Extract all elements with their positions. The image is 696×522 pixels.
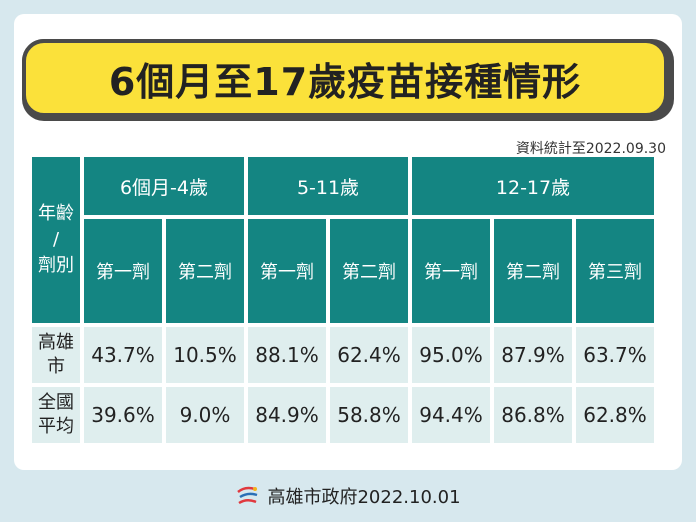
value-cell: 39.6% [84, 387, 162, 443]
value-cell: 58.8% [330, 387, 408, 443]
table-row-national: 全國 平均 39.6% 9.0% 84.9% 58.8% 94.4% 86.8%… [32, 387, 654, 443]
value-cell: 43.7% [84, 327, 162, 383]
dose-header-row: 第一劑 第二劑 第一劑 第二劑 第一劑 第二劑 第三劑 [32, 219, 654, 323]
group-header-row: 年齡 / 劑別 6個月-4歲 5-11歲 12-17歲 [32, 157, 654, 323]
value-cell: 94.4% [412, 387, 490, 443]
value-cell: 10.5% [166, 327, 244, 383]
value-cell: 63.7% [576, 327, 654, 383]
value-cell: 62.8% [576, 387, 654, 443]
vaccination-table: 年齡 / 劑別 6個月-4歲 5-11歲 12-17歲 第一劑 第二劑 第一劑 … [28, 153, 658, 447]
dose-header: 第三劑 [576, 219, 654, 323]
value-cell: 84.9% [248, 387, 326, 443]
corner-label-dose: 劑別 [38, 255, 74, 276]
corner-label-age: 年齡 [38, 203, 74, 224]
footer: 高雄市政府2022.10.01 [0, 480, 696, 512]
group-header-5-11y: 5-11歲 [248, 157, 408, 215]
kaohsiung-city-logo-icon [237, 486, 258, 505]
dose-header: 第一劑 [412, 219, 490, 323]
title-banner: 6個月至17歲疫苗接種情形 [22, 39, 668, 117]
footer-text: 高雄市政府2022.10.01 [267, 487, 461, 508]
data-date-note: 資料統計至2022.09.30 [515, 141, 666, 157]
row-label-national: 全國 平均 [32, 387, 80, 443]
dose-header: 第二劑 [166, 219, 244, 323]
value-cell: 87.9% [494, 327, 572, 383]
row-label-kaohsiung: 高雄 市 [32, 327, 80, 383]
row-label-line: 高雄 [38, 332, 74, 353]
value-cell: 88.1% [248, 327, 326, 383]
dose-header: 第二劑 [330, 219, 408, 323]
corner-label-slash: / [52, 229, 60, 250]
row-label-line: 平均 [38, 416, 74, 437]
table-row-kaohsiung: 高雄 市 43.7% 10.5% 88.1% 62.4% 95.0% 87.9%… [32, 327, 654, 383]
value-cell: 9.0% [166, 387, 244, 443]
row-label-line: 全國 [38, 392, 74, 413]
group-header-6m-4y: 6個月-4歲 [84, 157, 244, 215]
dose-header: 第一劑 [84, 219, 162, 323]
value-cell: 62.4% [330, 327, 408, 383]
page-title: 6個月至17歲疫苗接種情形 [108, 59, 582, 104]
value-cell: 86.8% [494, 387, 572, 443]
value-cell: 95.0% [412, 327, 490, 383]
corner-header: 年齡 / 劑別 [32, 157, 80, 323]
row-label-line: 市 [47, 356, 65, 377]
group-header-12-17y: 12-17歲 [412, 157, 654, 215]
dose-header: 第一劑 [248, 219, 326, 323]
dose-header: 第二劑 [494, 219, 572, 323]
